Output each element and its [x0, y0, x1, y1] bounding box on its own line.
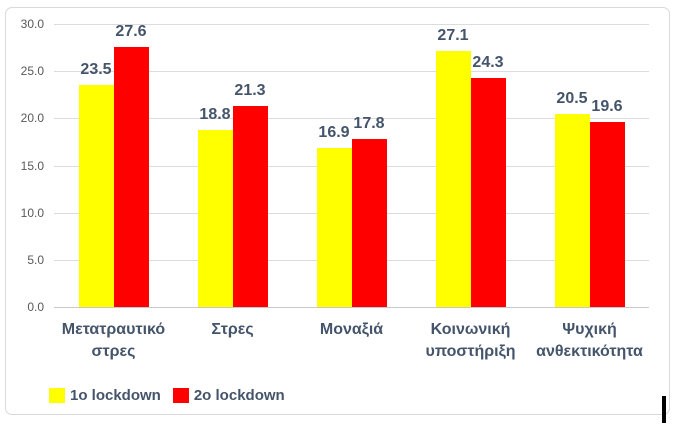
legend-item: 2ο lockdown — [172, 387, 285, 404]
data-label: 17.8 — [353, 115, 385, 133]
gridline — [54, 118, 649, 120]
legend-label: 2ο lockdown — [193, 387, 285, 404]
bar — [197, 129, 233, 307]
legend-item: 1ο lockdown — [49, 388, 161, 403]
y-tick-label: 0.0 — [27, 300, 44, 314]
data-label: 21.3 — [234, 82, 266, 100]
y-tick-label: 5.0 — [27, 252, 44, 267]
bar — [470, 77, 506, 307]
y-tick-label: 20.0 — [20, 111, 44, 126]
text-cursor — [662, 396, 666, 423]
bar — [316, 147, 352, 307]
plot-area: 23.5 27.6 18.8 21.3 16.9 17.8 27.1 24.3 20.5 19.6 — [54, 22, 649, 308]
bar — [435, 51, 471, 307]
y-tick-label: 30.0 — [20, 17, 44, 31]
x-category-label: Ψυχική ανθεκτικότητα — [536, 321, 643, 360]
y-tick-label: 25.0 — [20, 64, 44, 79]
data-label: 18.8 — [199, 105, 231, 123]
y-tick-label: 15.0 — [20, 158, 44, 173]
x-category-label: Μοναξιά — [319, 321, 384, 338]
legend: 1ο lockdown 2ο lockdown — [49, 388, 285, 403]
data-label: 20.5 — [556, 89, 588, 107]
data-label: 23.5 — [80, 61, 112, 79]
x-category-label: Μετατραυτικό στρες — [61, 321, 166, 360]
bar — [554, 113, 590, 307]
x-axis-line — [54, 307, 649, 308]
chart-frame[interactable]: 0.0 5.0 10.0 15.0 20.0 25.0 30.0 23.5 27.6 18.8 2… — [5, 7, 670, 423]
gridline — [54, 24, 649, 25]
bar — [113, 46, 149, 307]
data-label: 24.3 — [472, 53, 504, 71]
legend-swatch-icon — [49, 388, 65, 403]
data-label: 27.6 — [115, 22, 147, 40]
legend-label: 1ο lockdown — [70, 387, 161, 404]
legend-swatch-icon — [172, 388, 189, 403]
data-label: 16.9 — [318, 123, 350, 141]
bar — [232, 106, 268, 307]
data-label: 27.1 — [437, 27, 469, 45]
x-axis-labels: Μετατραυτικό στρες Στρες Μοναξιά Κοινωνική … — [54, 319, 649, 371]
x-category-label: Στρες — [211, 321, 254, 338]
y-tick-label: 10.0 — [20, 205, 44, 220]
data-label: 19.6 — [591, 98, 623, 116]
gridline — [54, 71, 649, 73]
bar — [589, 122, 625, 307]
bar — [78, 85, 114, 307]
x-category-label: Κοινωνική υποστήριξη — [425, 321, 516, 360]
bar — [351, 139, 387, 307]
y-axis-labels: 0.0 5.0 10.0 15.0 20.0 25.0 30.0 — [6, 17, 44, 314]
